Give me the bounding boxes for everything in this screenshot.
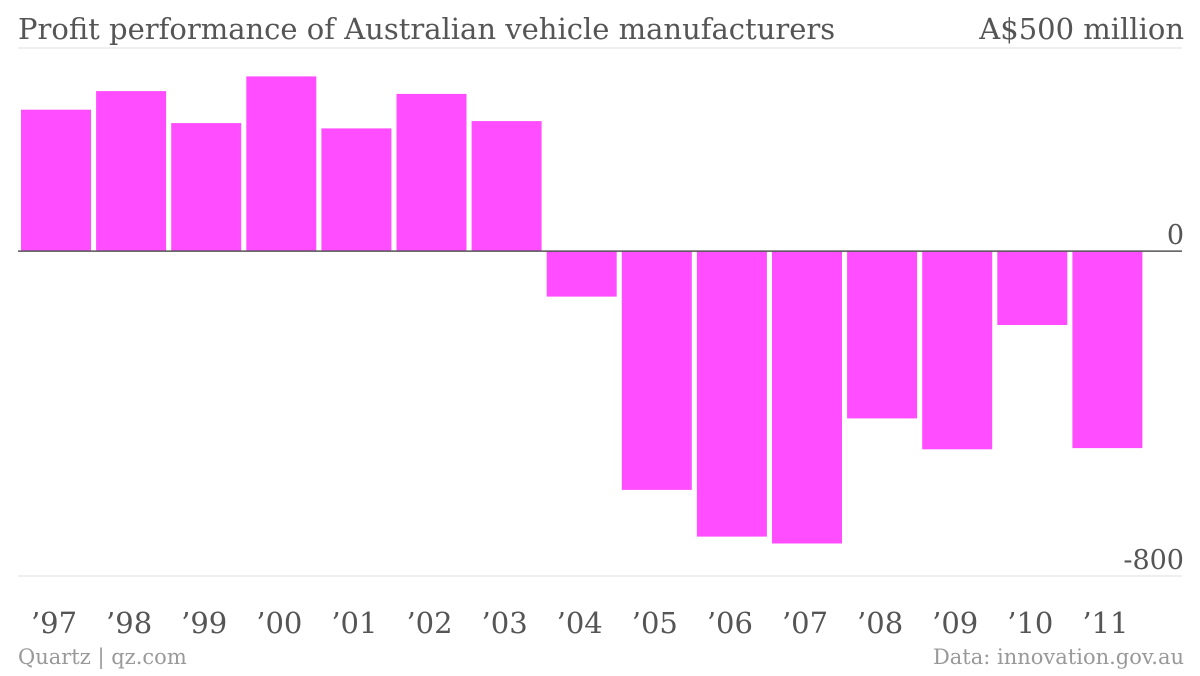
bar-10 — [772, 251, 842, 544]
x-tick-label: ’09 — [932, 606, 978, 640]
chart-title: Profit performance of Australian vehicle… — [18, 12, 836, 46]
bar-8 — [621, 251, 692, 490]
bar-4 — [321, 128, 392, 252]
bar-7 — [546, 251, 617, 297]
x-tick-label: ’99 — [181, 606, 227, 640]
unit-label: A$500 million — [979, 12, 1184, 46]
y-tick-label: -800 — [1123, 545, 1184, 576]
bar-1 — [96, 91, 167, 252]
x-tick-label: ’07 — [782, 606, 828, 640]
footer-source: Data: innovation.gov.au — [932, 645, 1184, 669]
x-tick-label: ’10 — [1007, 606, 1053, 640]
x-tick-label: ’05 — [632, 606, 678, 640]
x-tick-label: ’97 — [31, 606, 77, 640]
bar-6 — [471, 121, 542, 252]
bar-12 — [922, 251, 993, 450]
x-tick-label: ’98 — [106, 606, 152, 640]
bar-layer — [21, 76, 1143, 544]
x-tick-label: ’02 — [406, 606, 452, 640]
y-tick-label: 0 — [1167, 220, 1184, 251]
x-tick-label: ’06 — [707, 606, 753, 640]
x-tick-label: ’00 — [256, 606, 302, 640]
bar-14 — [1072, 251, 1143, 449]
label-layer: ’97 ’98 ’99 ’00 ’01 ’02 ’03 ’04 ’05 ’06 ’07 ’08 ’09 ’… — [31, 220, 1184, 640]
grid-layer — [18, 47, 1182, 577]
x-tick-label: ’04 — [557, 606, 603, 640]
bar-9 — [696, 251, 767, 537]
bar-2 — [171, 123, 242, 251]
bar-11 — [847, 251, 918, 419]
bar-13 — [997, 251, 1068, 325]
x-tick-label: ’03 — [482, 606, 528, 640]
x-tick-label: ’01 — [331, 606, 377, 640]
x-tick-label: ’11 — [1082, 606, 1128, 640]
bar-5 — [396, 93, 467, 252]
bar-0 — [21, 109, 91, 251]
x-tick-label: ’08 — [857, 606, 903, 640]
bar-3 — [246, 76, 317, 252]
footer-credit: Quartz | qz.com — [18, 645, 187, 669]
